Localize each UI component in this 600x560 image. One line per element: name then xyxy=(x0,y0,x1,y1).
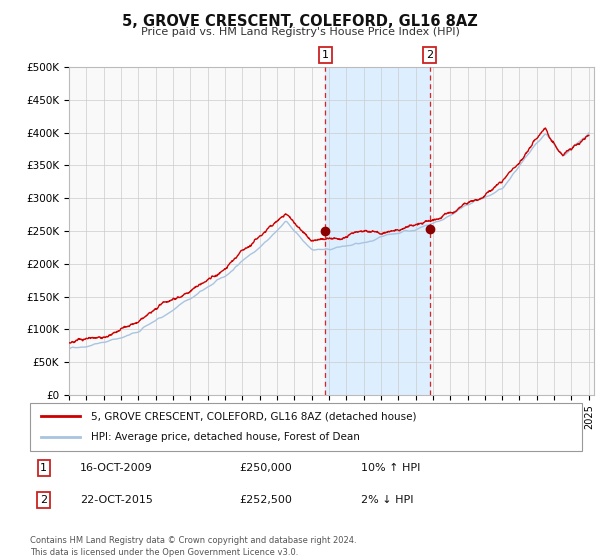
Text: 2: 2 xyxy=(426,50,433,60)
Text: 2% ↓ HPI: 2% ↓ HPI xyxy=(361,495,414,505)
Text: Price paid vs. HM Land Registry's House Price Index (HPI): Price paid vs. HM Land Registry's House … xyxy=(140,27,460,37)
Text: £252,500: £252,500 xyxy=(240,495,293,505)
Text: HPI: Average price, detached house, Forest of Dean: HPI: Average price, detached house, Fore… xyxy=(91,432,359,442)
FancyBboxPatch shape xyxy=(30,403,582,451)
Text: £250,000: £250,000 xyxy=(240,463,293,473)
Text: 22-OCT-2015: 22-OCT-2015 xyxy=(80,495,152,505)
Text: Contains HM Land Registry data © Crown copyright and database right 2024.
This d: Contains HM Land Registry data © Crown c… xyxy=(30,536,356,557)
Text: 16-OCT-2009: 16-OCT-2009 xyxy=(80,463,152,473)
Text: 1: 1 xyxy=(40,463,47,473)
Text: 1: 1 xyxy=(322,50,329,60)
Text: 10% ↑ HPI: 10% ↑ HPI xyxy=(361,463,421,473)
Text: 2: 2 xyxy=(40,495,47,505)
Bar xyxy=(325,67,430,395)
Text: 5, GROVE CRESCENT, COLEFORD, GL16 8AZ: 5, GROVE CRESCENT, COLEFORD, GL16 8AZ xyxy=(122,14,478,29)
Text: 5, GROVE CRESCENT, COLEFORD, GL16 8AZ (detached house): 5, GROVE CRESCENT, COLEFORD, GL16 8AZ (d… xyxy=(91,411,416,421)
